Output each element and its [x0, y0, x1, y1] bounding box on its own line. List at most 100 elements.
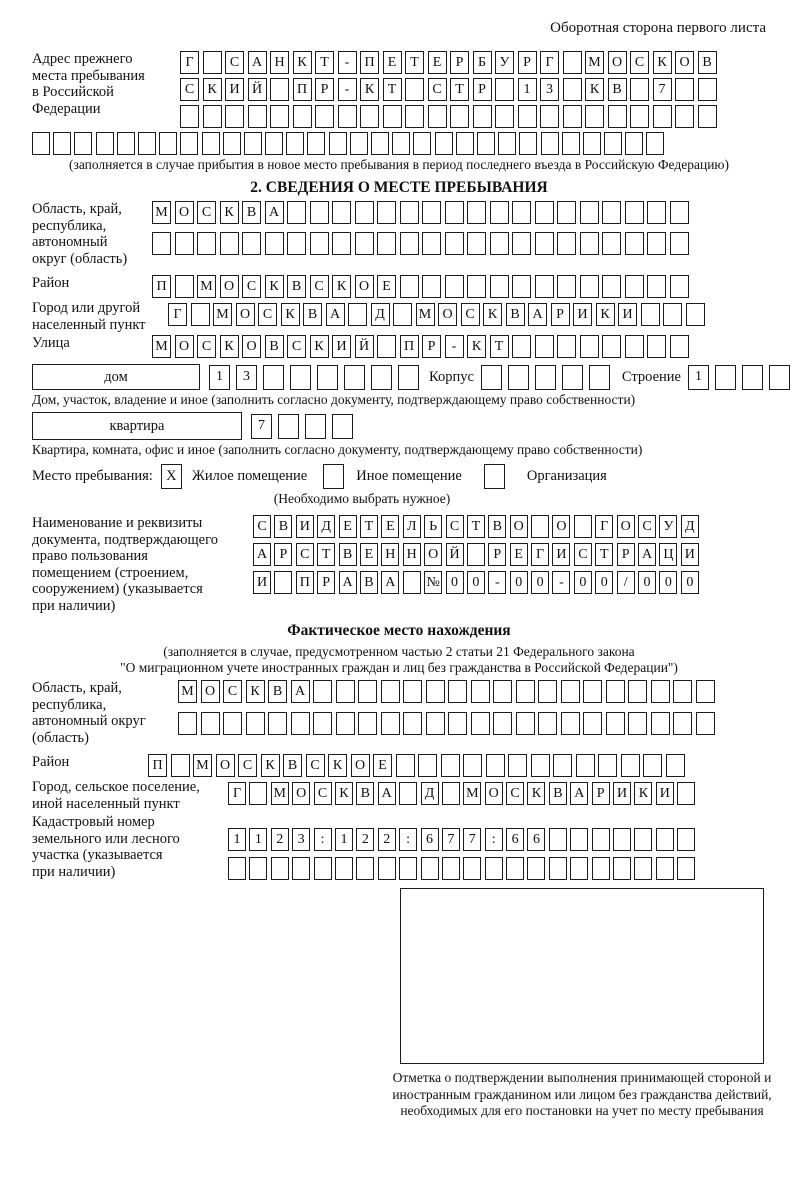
char-box[interactable]: [669, 275, 689, 299]
char-box[interactable]: О: [174, 201, 194, 224]
char-box[interactable]: Д: [420, 782, 439, 806]
char-box[interactable]: [422, 232, 441, 255]
char-box[interactable]: [470, 680, 490, 704]
char-box[interactable]: [604, 132, 623, 155]
char-box[interactable]: [591, 857, 610, 881]
char-box[interactable]: А: [338, 571, 357, 595]
char-box[interactable]: [380, 712, 400, 736]
char-box[interactable]: [493, 680, 512, 704]
char-box[interactable]: О: [235, 303, 255, 327]
char-box[interactable]: [585, 105, 604, 128]
char-box[interactable]: [652, 105, 672, 128]
char-box[interactable]: М: [193, 754, 212, 778]
checkbox-other-premises[interactable]: [323, 464, 345, 490]
char-box[interactable]: [562, 78, 582, 101]
char-box[interactable]: [398, 364, 419, 390]
char-box[interactable]: О: [350, 754, 370, 778]
char-box[interactable]: [425, 712, 445, 736]
char-box[interactable]: М: [152, 201, 171, 224]
char-box[interactable]: [337, 105, 357, 128]
char-box[interactable]: [463, 754, 482, 778]
char-box[interactable]: П: [292, 78, 312, 101]
char-box[interactable]: В: [338, 543, 357, 567]
char-box[interactable]: [579, 201, 599, 224]
char-box[interactable]: О: [174, 335, 194, 359]
char-box[interactable]: И: [225, 78, 244, 101]
char-box[interactable]: [420, 857, 439, 881]
char-box[interactable]: Й: [247, 78, 267, 101]
char-box[interactable]: 1: [209, 364, 230, 390]
char-box[interactable]: [507, 364, 529, 390]
char-box[interactable]: 0: [573, 571, 592, 595]
char-box[interactable]: С: [313, 782, 332, 806]
char-box[interactable]: [403, 680, 422, 704]
char-box[interactable]: [534, 232, 554, 255]
char-box[interactable]: А: [247, 51, 267, 74]
char-box[interactable]: 6: [420, 828, 439, 852]
char-box[interactable]: [669, 232, 689, 255]
char-box[interactable]: В: [303, 303, 322, 327]
char-box[interactable]: К: [634, 782, 653, 806]
char-box[interactable]: [270, 78, 289, 101]
char-box[interactable]: Е: [382, 51, 402, 74]
char-box[interactable]: [392, 132, 411, 155]
char-box[interactable]: [32, 132, 50, 155]
char-box[interactable]: [625, 132, 644, 155]
char-box[interactable]: [249, 857, 268, 881]
char-box[interactable]: М: [270, 782, 289, 806]
char-box[interactable]: [714, 364, 736, 390]
char-box[interactable]: В: [548, 782, 567, 806]
char-box[interactable]: И: [253, 571, 271, 595]
char-box[interactable]: [418, 754, 437, 778]
char-box[interactable]: [548, 857, 567, 881]
char-box[interactable]: [695, 680, 715, 704]
char-box[interactable]: [512, 275, 531, 299]
char-box[interactable]: [630, 78, 649, 101]
char-box[interactable]: [159, 132, 178, 155]
char-box[interactable]: [557, 232, 576, 255]
char-box[interactable]: А: [377, 782, 396, 806]
char-box[interactable]: [467, 275, 486, 299]
char-box[interactable]: [582, 132, 601, 155]
char-box[interactable]: [613, 857, 632, 881]
char-box[interactable]: [422, 275, 441, 299]
char-box[interactable]: [512, 335, 531, 359]
char-box[interactable]: 7: [251, 413, 272, 439]
char-box[interactable]: [440, 754, 460, 778]
char-box[interactable]: [444, 232, 464, 255]
char-box[interactable]: [287, 232, 306, 255]
char-box[interactable]: [344, 364, 365, 390]
char-box[interactable]: [152, 232, 171, 255]
char-box[interactable]: А: [381, 571, 400, 595]
char-box[interactable]: [534, 335, 554, 359]
char-box[interactable]: [602, 335, 621, 359]
char-box[interactable]: [495, 105, 514, 128]
char-box[interactable]: [650, 712, 670, 736]
char-box[interactable]: Ь: [424, 515, 443, 539]
char-box[interactable]: С: [180, 78, 199, 101]
char-box[interactable]: Е: [381, 515, 400, 539]
char-box[interactable]: [328, 132, 347, 155]
char-box[interactable]: [570, 857, 589, 881]
char-box[interactable]: [561, 364, 583, 390]
char-box[interactable]: [560, 712, 580, 736]
char-box[interactable]: [467, 201, 486, 224]
char-box[interactable]: [598, 754, 617, 778]
char-box[interactable]: [540, 105, 559, 128]
char-box[interactable]: [663, 303, 682, 327]
char-box[interactable]: [263, 364, 284, 390]
char-box[interactable]: [422, 201, 441, 224]
char-box[interactable]: [399, 232, 419, 255]
char-box[interactable]: А: [638, 543, 657, 567]
char-box[interactable]: [741, 364, 763, 390]
char-box[interactable]: 6: [506, 828, 525, 852]
char-box[interactable]: О: [215, 754, 235, 778]
char-box[interactable]: [484, 857, 503, 881]
char-box[interactable]: Й: [354, 335, 374, 359]
char-box[interactable]: [137, 132, 156, 155]
char-box[interactable]: С: [305, 754, 325, 778]
char-box[interactable]: К: [260, 754, 280, 778]
char-box[interactable]: И: [332, 335, 351, 359]
char-box[interactable]: [467, 232, 486, 255]
char-box[interactable]: 1: [334, 828, 353, 852]
